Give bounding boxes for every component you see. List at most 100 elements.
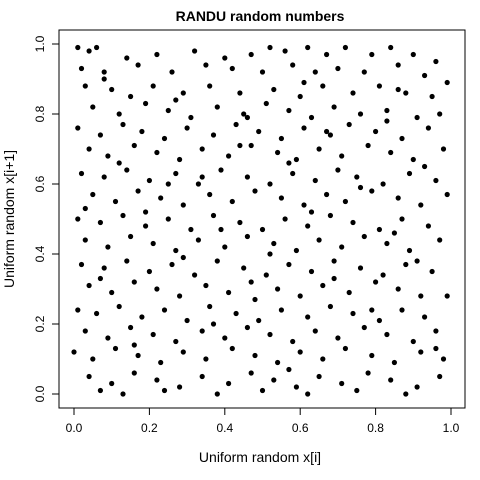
data-point [252, 188, 258, 194]
data-point [75, 44, 81, 51]
data-point [109, 380, 115, 387]
data-point [271, 240, 277, 247]
data-point [350, 219, 356, 226]
data-point [361, 233, 367, 240]
x-tick-label: 1.0 [443, 421, 460, 435]
data-point [233, 121, 239, 128]
data-point [150, 83, 156, 89]
data-point [244, 114, 250, 121]
data-point [414, 384, 420, 390]
data-point [233, 310, 239, 317]
data-point [158, 359, 164, 366]
data-point [267, 251, 273, 257]
data-point [297, 293, 303, 299]
data-point [90, 104, 96, 110]
data-point [259, 69, 266, 75]
data-point [320, 83, 326, 89]
data-point [373, 279, 379, 285]
data-point [388, 44, 394, 51]
data-point [275, 359, 281, 366]
data-point [128, 233, 134, 240]
data-point [90, 356, 96, 362]
data-point [286, 366, 292, 373]
data-point [357, 184, 364, 191]
data-point [226, 153, 232, 159]
x-tick-label: 0.4 [216, 421, 233, 435]
data-point [86, 373, 92, 380]
data-point [271, 377, 277, 383]
data-point [229, 345, 235, 352]
data-point [312, 69, 318, 75]
data-point [327, 132, 333, 138]
data-point [75, 307, 81, 313]
data-point [414, 258, 420, 264]
data-point [316, 237, 322, 243]
data-point [271, 86, 277, 93]
data-point [120, 121, 126, 128]
data-point [346, 289, 352, 296]
data-point [82, 205, 88, 212]
data-point [105, 335, 111, 341]
data-point [244, 174, 250, 180]
data-point [418, 202, 424, 208]
data-point [406, 170, 413, 177]
data-point [124, 167, 130, 173]
data-point [320, 282, 326, 289]
data-point [203, 62, 209, 68]
data-point [199, 373, 205, 380]
data-point [188, 114, 194, 121]
data-point [357, 265, 364, 271]
data-point [278, 135, 284, 142]
data-point [78, 170, 85, 177]
data-point [173, 170, 179, 177]
data-point [86, 48, 92, 54]
data-point [278, 307, 284, 313]
data-point [391, 230, 397, 236]
data-point [305, 314, 311, 320]
data-point [331, 258, 337, 264]
data-point [112, 345, 119, 352]
y-tick-label: 0.2 [33, 315, 47, 332]
data-point [422, 72, 428, 79]
data-point [210, 321, 217, 327]
data-point [82, 83, 88, 89]
data-point [365, 142, 371, 149]
data-point [177, 156, 183, 163]
data-point [146, 268, 152, 275]
data-point [139, 128, 145, 135]
chart-title: RANDU random numbers [176, 8, 345, 24]
data-point [293, 156, 299, 163]
data-point [422, 314, 428, 320]
data-point [324, 128, 330, 135]
data-point [339, 153, 345, 159]
data-point [361, 324, 367, 331]
data-point [222, 335, 228, 341]
data-point [275, 286, 281, 292]
data-point [120, 391, 126, 397]
data-point [128, 324, 134, 331]
data-point [433, 58, 439, 65]
data-point [195, 237, 201, 243]
data-point [369, 307, 375, 313]
data-point [75, 216, 81, 222]
data-point [331, 104, 337, 110]
data-point [414, 114, 420, 121]
data-point [437, 237, 443, 243]
data-point [354, 174, 360, 180]
data-point [207, 83, 213, 89]
data-point [218, 226, 224, 233]
y-tick-label: 0.0 [33, 385, 47, 402]
data-point [237, 219, 243, 226]
data-point [267, 44, 273, 51]
data-point [384, 331, 390, 338]
data-point [154, 149, 160, 156]
data-point [184, 317, 190, 324]
data-point [429, 268, 435, 275]
data-point [410, 338, 416, 345]
data-point [177, 384, 183, 390]
data-point [78, 65, 85, 72]
data-point [248, 370, 254, 376]
x-tick-label: 0.8 [367, 421, 384, 435]
data-point [229, 198, 235, 205]
